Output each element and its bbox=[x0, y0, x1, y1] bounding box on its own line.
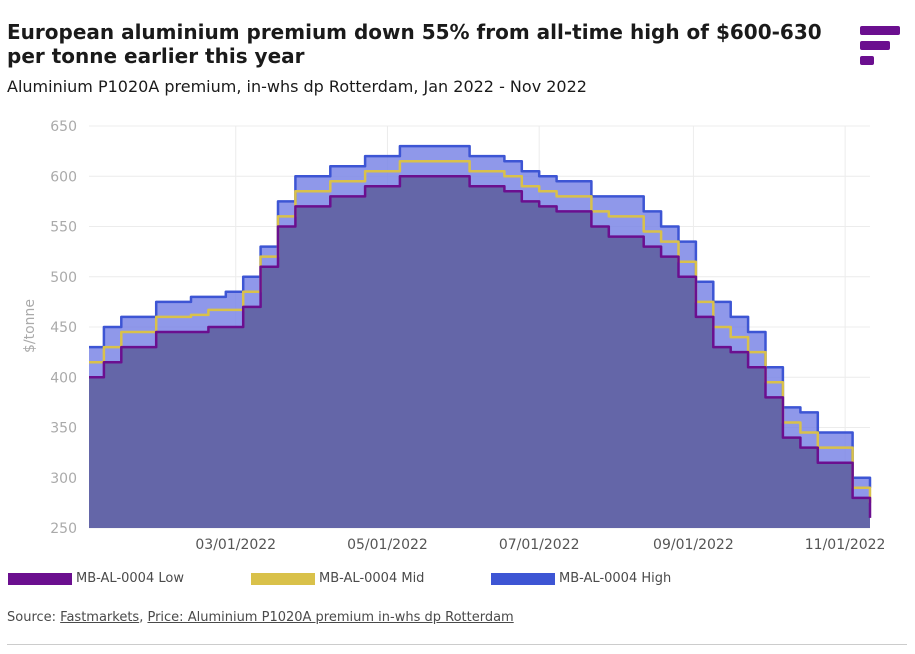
y-tick-label: 550 bbox=[50, 220, 77, 236]
source-link-price[interactable]: Price: Aluminium P1020A premium in-whs d… bbox=[147, 610, 514, 625]
y-tick-label: 300 bbox=[50, 471, 77, 487]
y-tick-label: 250 bbox=[50, 521, 77, 537]
chart-legend: MB-AL-0004 Low MB-AL-0004 Mid MB-AL-0004… bbox=[0, 571, 915, 591]
chart-title: European aluminium premium down 55% from… bbox=[7, 20, 822, 68]
x-tick-label: 09/01/2022 bbox=[653, 537, 734, 553]
chart-plot: 250 300 350 400 450 500 550 600 650 03/01/2022 05… bbox=[22, 119, 885, 553]
legend-swatch-high bbox=[491, 572, 555, 585]
y-tick-label: 350 bbox=[50, 421, 77, 437]
chart-areas bbox=[89, 146, 870, 529]
y-tick-label: 400 bbox=[50, 370, 77, 386]
legend-item-low: MB-AL-0004 Low bbox=[8, 571, 184, 586]
source-link-fastmarkets[interactable]: Fastmarkets bbox=[60, 610, 140, 625]
legend-swatch-low bbox=[8, 572, 72, 585]
series-line-high bbox=[89, 144, 872, 488]
series-line-low bbox=[89, 175, 872, 518]
legend-item-mid: MB-AL-0004 Mid bbox=[251, 571, 424, 586]
legend-swatch-mid bbox=[251, 572, 315, 585]
source-separator: , bbox=[139, 610, 148, 625]
fastmarkets-logo-icon bbox=[860, 26, 900, 70]
series-line-mid bbox=[89, 159, 872, 503]
y-tick-label: 650 bbox=[50, 119, 77, 135]
source-note: Source: Fastmarkets, Price: Aluminium P1… bbox=[7, 610, 514, 625]
area-under-low bbox=[89, 176, 870, 529]
y-tick-label: 500 bbox=[50, 270, 77, 286]
y-axis-label: $/tonne bbox=[22, 299, 38, 353]
x-axis-ticks: 03/01/2022 05/01/2022 07/01/2022 09/01/2022… bbox=[195, 537, 885, 553]
legend-label-low: MB-AL-0004 Low bbox=[76, 571, 184, 586]
x-tick-label: 07/01/2022 bbox=[499, 537, 580, 553]
x-tick-label: 03/01/2022 bbox=[195, 537, 276, 553]
bottom-divider bbox=[7, 644, 907, 645]
x-tick-label: 05/01/2022 bbox=[347, 537, 428, 553]
legend-label-high: MB-AL-0004 High bbox=[559, 571, 672, 586]
source-prefix: Source: bbox=[7, 610, 61, 625]
y-tick-label: 450 bbox=[50, 320, 77, 336]
chart-lines bbox=[89, 144, 872, 518]
chart-subtitle: Aluminium P1020A premium, in-whs dp Rott… bbox=[7, 77, 587, 96]
y-axis-ticks: 250 300 350 400 450 500 550 600 650 bbox=[50, 119, 77, 537]
area-high-band bbox=[89, 146, 870, 518]
x-tick-label: 11/01/2022 bbox=[805, 537, 886, 553]
legend-item-high: MB-AL-0004 High bbox=[491, 571, 671, 586]
legend-label-mid: MB-AL-0004 Mid bbox=[319, 571, 425, 586]
y-tick-label: 600 bbox=[50, 169, 77, 185]
